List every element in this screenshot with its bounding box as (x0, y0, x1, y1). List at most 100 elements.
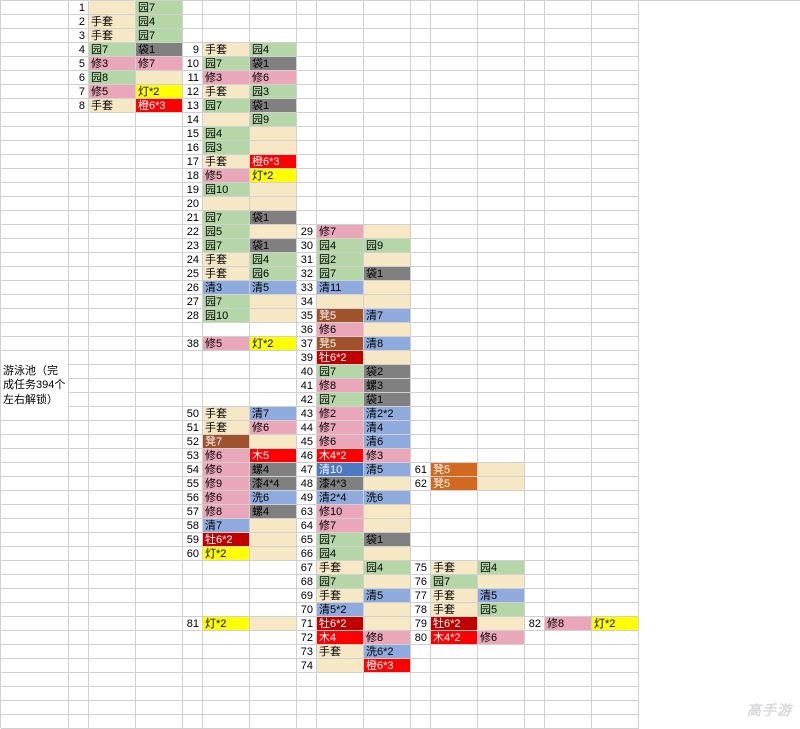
grid-cell (545, 225, 592, 239)
data-cell (478, 575, 525, 589)
grid-cell (525, 323, 545, 337)
data-cell: 手套 (317, 561, 364, 575)
data-cell (136, 71, 183, 85)
data-cell (364, 225, 411, 239)
grid-cell (411, 449, 431, 463)
data-cell (250, 547, 297, 561)
grid-cell (545, 113, 592, 127)
grid-cell (89, 617, 136, 631)
grid-cell (592, 141, 639, 155)
grid-cell (525, 505, 545, 519)
grid-cell (203, 29, 250, 43)
grid-cell (317, 43, 364, 57)
row-number: 47 (297, 463, 317, 477)
data-cell: 手套 (203, 267, 250, 281)
grid-cell (89, 547, 136, 561)
grid-cell (89, 197, 136, 211)
data-cell: 修6 (250, 421, 297, 435)
grid-cell (592, 99, 639, 113)
grid-cell (1, 603, 69, 617)
grid-cell (478, 211, 525, 225)
data-cell: 修2 (317, 407, 364, 421)
grid-cell (592, 267, 639, 281)
data-cell: 灯*2 (250, 169, 297, 183)
data-cell: 园2 (317, 253, 364, 267)
data-cell (203, 197, 250, 211)
grid-cell (317, 687, 364, 701)
grid-cell (592, 1, 639, 15)
grid-cell (69, 407, 89, 421)
row-number: 14 (183, 113, 203, 127)
data-cell (317, 659, 364, 673)
data-cell: 修6 (478, 631, 525, 645)
row-number: 79 (411, 617, 431, 631)
grid-cell (69, 715, 89, 729)
grid-cell (592, 477, 639, 491)
data-cell: 灯*2 (250, 337, 297, 351)
grid-cell (364, 141, 411, 155)
grid-cell (136, 253, 183, 267)
grid-cell (317, 1, 364, 15)
row-number: 77 (411, 589, 431, 603)
grid-cell (297, 673, 317, 687)
grid-cell (478, 1, 525, 15)
data-cell: 园7 (317, 267, 364, 281)
grid-cell (1, 547, 69, 561)
data-cell: 凳5 (317, 309, 364, 323)
grid-cell (136, 491, 183, 505)
grid-cell (545, 449, 592, 463)
grid-cell (525, 421, 545, 435)
grid-cell (183, 631, 203, 645)
row-number: 7 (69, 85, 89, 99)
grid-cell (297, 155, 317, 169)
data-cell: 园4 (136, 15, 183, 29)
data-cell (250, 197, 297, 211)
row-number: 55 (183, 477, 203, 491)
grid-cell (478, 113, 525, 127)
grid-cell (545, 589, 592, 603)
grid-cell (431, 309, 478, 323)
grid-cell (89, 673, 136, 687)
row-number: 60 (183, 547, 203, 561)
grid-cell (89, 449, 136, 463)
grid-cell (545, 519, 592, 533)
grid-cell (297, 1, 317, 15)
grid-cell (1, 309, 69, 323)
data-cell: 园7 (203, 239, 250, 253)
data-cell (364, 603, 411, 617)
grid-cell (317, 197, 364, 211)
grid-cell (431, 435, 478, 449)
grid-cell (525, 561, 545, 575)
grid-cell (592, 29, 639, 43)
row-number: 42 (297, 393, 317, 407)
grid-cell (136, 561, 183, 575)
grid-cell (183, 29, 203, 43)
data-cell: 园7 (203, 295, 250, 309)
grid-cell (411, 659, 431, 673)
data-cell: 修10 (317, 505, 364, 519)
grid-cell (525, 29, 545, 43)
grid-cell (183, 659, 203, 673)
grid-cell (89, 715, 136, 729)
grid-cell (525, 71, 545, 85)
grid-cell (364, 85, 411, 99)
grid-cell (478, 421, 525, 435)
data-cell (364, 253, 411, 267)
grid-cell (431, 85, 478, 99)
data-cell: 灯*2 (203, 617, 250, 631)
data-cell (250, 183, 297, 197)
grid-cell (545, 29, 592, 43)
grid-cell (364, 715, 411, 729)
grid-cell (69, 309, 89, 323)
grid-cell (89, 211, 136, 225)
row-number: 63 (297, 505, 317, 519)
grid-cell (592, 155, 639, 169)
data-cell: 木4*2 (431, 631, 478, 645)
grid-cell (69, 155, 89, 169)
grid-cell (364, 127, 411, 141)
grid-cell (525, 211, 545, 225)
row-number: 53 (183, 449, 203, 463)
grid-cell (1, 575, 69, 589)
row-number: 32 (297, 267, 317, 281)
data-cell: 漆4*4 (250, 477, 297, 491)
